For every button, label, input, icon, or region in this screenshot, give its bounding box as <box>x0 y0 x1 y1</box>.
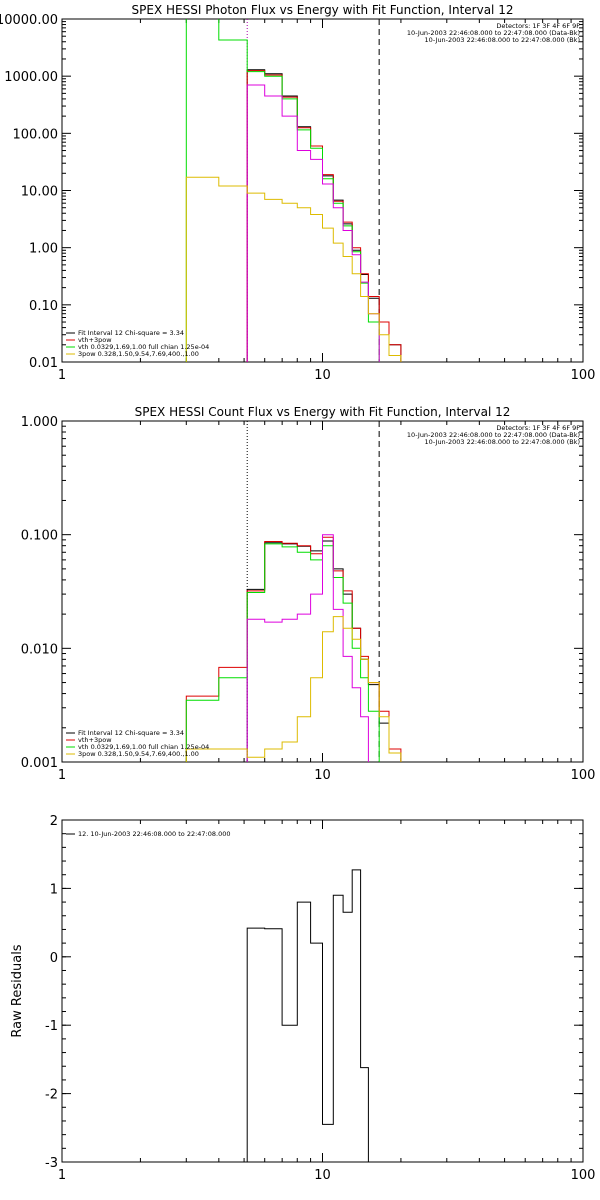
y-tick-label: 0.10 <box>29 299 58 314</box>
y-tick-label: 1000.00 <box>4 70 58 85</box>
y-tick-label: 0.001 <box>21 756 58 771</box>
info-line-1: Detectors: 1F 3F 4F 6F 9F <box>496 22 580 30</box>
y-tick-label: 10000.00 <box>0 13 58 28</box>
x-tick-label: 100 <box>571 368 596 383</box>
series-line-3 <box>185 19 380 362</box>
series-line-5 <box>185 616 402 762</box>
series-line-2 <box>246 70 402 362</box>
info-line-2: 10-Jun-2003 22:46:08.000 to 22:47:08.000… <box>407 431 580 439</box>
legend-line-2: vth+3pow <box>78 336 112 344</box>
x-tick-label: 100 <box>571 1168 596 1183</box>
plot-frame <box>61 18 584 363</box>
x-tick-label: 1 <box>58 1168 66 1183</box>
y-tick-label: 2 <box>50 814 58 829</box>
y-tick-label: -1 <box>45 1019 58 1034</box>
y-tick-label: 0.100 <box>21 529 58 544</box>
series-line-1 <box>246 540 402 762</box>
legend-line-3: vth 0.0329,1.69,1.00 full chian 1.25e-04 <box>78 743 209 751</box>
series-group <box>185 19 402 362</box>
series-group <box>185 534 402 762</box>
legend-line-1: Fit Interval 12 Chi-square = 3.34 <box>78 329 184 337</box>
y-axis-label: Raw Residuals <box>10 944 25 1037</box>
legend-line-2: vth+3pow <box>78 736 112 744</box>
x-tick-label: 10 <box>314 1168 331 1183</box>
info-line-3: 10-Jun-2003 22:46:08.000 to 22:47:08.000… <box>425 36 580 44</box>
y-tick-label: 1.000 <box>21 415 58 430</box>
y-tick-label: 1.00 <box>29 242 58 257</box>
series-line-4 <box>246 534 369 762</box>
y-tick-label: 1 <box>50 882 58 897</box>
legend-line-1: 12. 10-Jun-2003 22:46:08.000 to 22:47:08… <box>78 830 230 838</box>
x-tick-label: 100 <box>571 768 596 783</box>
x-tick-label: 1 <box>58 368 66 383</box>
info-line-1: Detectors: 1F 3F 4F 6F 9F <box>496 424 580 432</box>
info-line-3: 10-Jun-2003 22:46:08.000 to 22:47:08.000… <box>425 438 580 446</box>
series-line-1 <box>246 869 380 1162</box>
series-line-3 <box>185 543 380 762</box>
legend-line-1: Fit Interval 12 Chi-square = 3.34 <box>78 729 184 737</box>
series-line-1 <box>246 69 402 362</box>
x-tick-label: 10 <box>314 768 331 783</box>
y-tick-label: 0.01 <box>29 356 58 371</box>
y-tick-label: 10.00 <box>21 185 58 200</box>
y-tick-label: -3 <box>45 1156 58 1171</box>
y-tick-label: -2 <box>45 1088 58 1103</box>
chart-panel-2: SPEX HESSI Count Flux vs Energy with Fit… <box>21 405 596 783</box>
x-tick-label: 1 <box>58 768 66 783</box>
series-line-5 <box>185 176 402 362</box>
x-tick-label: 10 <box>314 368 331 383</box>
legend-line-4: 3pow 0.328,1.50,9.54,7.69,400.,1.00 <box>78 750 199 758</box>
chart-panel-1: SPEX HESSI Photon Flux vs Energy with Fi… <box>0 3 596 383</box>
chart-panel-3: Raw Residuals 1 10 100 -3 -2 -1 0 1 2 12. 10-Jun-2… <box>10 814 595 1183</box>
chart-title: SPEX HESSI Count Flux vs Energy with Fit… <box>135 405 511 419</box>
info-line-2: 10-Jun-2003 22:46:08.000 to 22:47:08.000… <box>407 29 580 37</box>
y-tick-label: 0.010 <box>21 642 58 657</box>
series-group <box>246 869 380 1162</box>
chart-title: SPEX HESSI Photon Flux vs Energy with Fi… <box>132 3 514 17</box>
series-line-4 <box>246 84 380 362</box>
y-tick-label: 0 <box>50 951 58 966</box>
legend-line-4: 3pow 0.328,1.50,9.54,7.69,400.,1.00 <box>78 350 199 358</box>
legend-line-3: vth 0.0329,1.69,1.00 full chian 1.25e-04 <box>78 343 209 351</box>
y-tick-label: 100.00 <box>13 127 59 142</box>
